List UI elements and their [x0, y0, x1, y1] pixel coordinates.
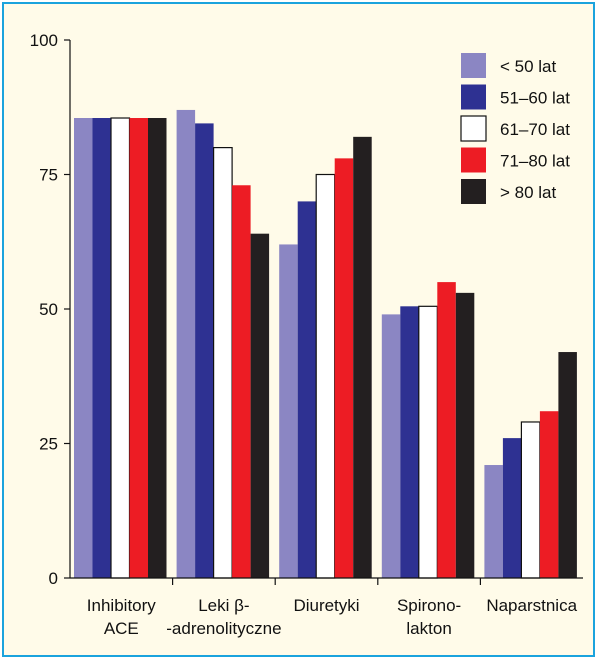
category-label: lakton	[406, 619, 451, 638]
y-tick-label: 50	[39, 300, 58, 319]
bar-1-2	[213, 147, 233, 579]
legend-swatch	[461, 84, 486, 110]
category-label: Spirono-	[397, 596, 461, 615]
legend-swatch	[460, 115, 487, 142]
axes: 0 25 50 75 100 Inhibitory ACE Leki β- -adrenolit…	[30, 31, 583, 638]
legend-label: > 80 lat	[500, 183, 557, 202]
legend-label: 71–80 lat	[500, 152, 570, 171]
category-label: Diuretyki	[293, 596, 359, 615]
bar-3-3	[437, 282, 456, 578]
legend-swatch	[461, 147, 486, 173]
bar-1-3	[232, 185, 251, 578]
y-tick-label: 75	[39, 166, 58, 185]
y-tick-label: 100	[30, 31, 58, 50]
legend-swatch	[461, 53, 486, 78]
bar-3-4	[455, 292, 475, 578]
bar-0-3	[129, 118, 148, 578]
bar-4-4	[558, 352, 577, 578]
bar-4-2	[520, 421, 541, 579]
bar-3-2	[418, 305, 438, 579]
bar-4-3	[539, 411, 559, 578]
bar-1-4	[250, 233, 270, 578]
bar-1-1	[195, 123, 214, 578]
bar-4-1	[502, 438, 522, 578]
bar-0-1	[92, 118, 111, 578]
legend-label: 51–60 lat	[500, 89, 570, 108]
bar-0-0	[74, 118, 93, 578]
bar-2-4	[353, 136, 372, 578]
bar-0-4	[148, 118, 167, 578]
bar-2-1	[297, 201, 317, 578]
bar-3-1	[400, 306, 419, 578]
bar-0-2	[110, 117, 131, 579]
legend-label: < 50 lat	[500, 57, 557, 76]
category-label: -adrenolityczne	[166, 619, 281, 638]
legend: < 50 lat 51–60 lat 61–70 lat 71–80 lat > 80 …	[460, 53, 570, 204]
bar-2-2	[315, 173, 336, 579]
bar-2-3	[334, 158, 354, 579]
bar-2-0	[279, 244, 298, 578]
category-label: Inhibitory	[87, 596, 156, 615]
category-label: Leki β-	[198, 596, 249, 615]
plot-area	[74, 109, 577, 579]
legend-label: 61–70 lat	[500, 120, 570, 139]
bar-3-0	[381, 314, 401, 578]
legend-swatch	[461, 179, 486, 204]
bar-4-0	[484, 465, 503, 578]
category-label: ACE	[104, 619, 139, 638]
y-tick-label: 0	[49, 569, 58, 588]
y-tick-label: 25	[39, 435, 58, 454]
bar-1-0	[176, 109, 196, 578]
category-label: Naparstnica	[486, 596, 577, 615]
